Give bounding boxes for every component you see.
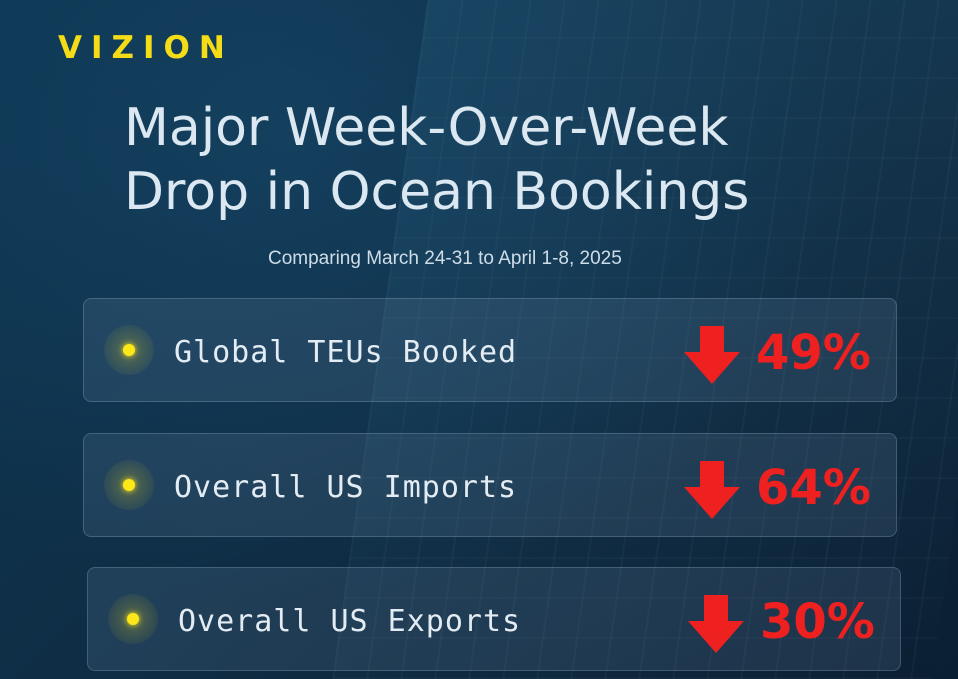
bullet-dot-icon [104, 460, 154, 510]
down-arrow-icon [684, 461, 740, 519]
metric-card-global-teus: Global TEUs Booked 49% [83, 298, 897, 402]
bullet-dot-icon [108, 594, 158, 644]
title-line-2: Drop in Ocean Bookings [124, 162, 750, 222]
metric-label: Global TEUs Booked [174, 335, 518, 370]
metric-change: 49% [756, 325, 871, 381]
metric-card-us-exports: Overall US Exports 30% [87, 567, 901, 671]
down-arrow-icon [688, 595, 744, 653]
page-subtitle: Comparing March 24-31 to April 1-8, 2025 [268, 248, 622, 269]
brand-logo: VIZION [58, 30, 234, 66]
metric-label: Overall US Imports [174, 470, 518, 505]
down-arrow-icon [684, 326, 740, 384]
bullet-dot-icon [104, 325, 154, 375]
title-line-1: Major Week-Over-Week [124, 98, 729, 158]
metric-change: 64% [756, 460, 871, 516]
metric-label: Overall US Exports [178, 604, 522, 639]
metric-card-us-imports: Overall US Imports 64% [83, 433, 897, 537]
page-title: Major Week-Over-Week Drop in Ocean Booki… [124, 96, 924, 224]
metric-change: 30% [760, 594, 875, 650]
